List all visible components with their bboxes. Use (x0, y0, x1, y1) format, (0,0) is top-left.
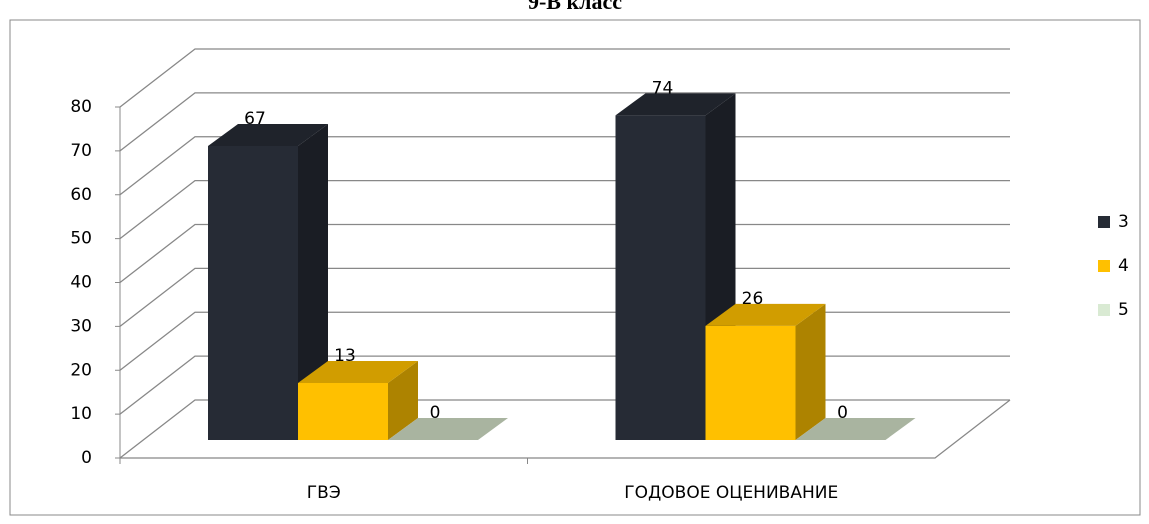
legend-label: 5 (1118, 300, 1129, 320)
bar (298, 360, 418, 440)
grid-line (119, 92, 1010, 152)
y-tick-label: 70 (70, 141, 92, 161)
grid-line (119, 179, 1010, 240)
legend-swatch (1098, 260, 1110, 272)
bar-side (388, 360, 418, 440)
data-label: 74 (652, 78, 674, 98)
y-tick-label: 40 (70, 273, 92, 293)
grid-line (119, 267, 1010, 327)
y-tick-label: 30 (70, 316, 92, 336)
y-tick-label: 20 (70, 360, 92, 380)
grid-line (119, 136, 1010, 196)
data-label: 13 (334, 346, 356, 366)
bar (388, 418, 508, 440)
legend-label: 4 (1118, 256, 1129, 276)
bar-side (795, 303, 826, 440)
x-tick-label: ГВЭ (307, 483, 341, 503)
grid-line (119, 48, 1010, 108)
bar-front (615, 115, 706, 440)
bar-front (208, 146, 298, 440)
grid-line (119, 223, 1010, 284)
y-tick-label: 60 (70, 185, 92, 205)
bar-top (615, 93, 736, 116)
bar-front (298, 382, 388, 440)
bar-top (298, 360, 418, 383)
legend-swatch (1098, 216, 1110, 228)
y-tick-label: 0 (81, 448, 92, 468)
data-label: 26 (742, 289, 764, 309)
floor-edge (120, 399, 1011, 459)
x-tick-label: ГОДОВОЕ ОЦЕНИВАНИЕ (624, 483, 838, 503)
data-label: 67 (244, 109, 266, 129)
y-tick-label: 80 (70, 97, 92, 117)
y-tick-label: 50 (70, 229, 92, 249)
y-tick-label: 10 (70, 404, 92, 424)
chart-border (9, 19, 1141, 516)
legend-swatch (1098, 304, 1110, 316)
bar-side (298, 124, 328, 440)
bar-top (705, 303, 826, 326)
data-label: 0 (430, 403, 441, 423)
bar-top (388, 418, 508, 440)
chart-title: 9-В класс (528, 0, 622, 14)
bar-front (705, 325, 796, 440)
legend-label: 3 (1118, 212, 1129, 232)
bar (208, 124, 328, 440)
bar-top (208, 124, 328, 147)
bar (795, 418, 916, 440)
bar-top (795, 418, 916, 440)
data-label: 0 (837, 403, 848, 423)
bar (705, 303, 826, 440)
